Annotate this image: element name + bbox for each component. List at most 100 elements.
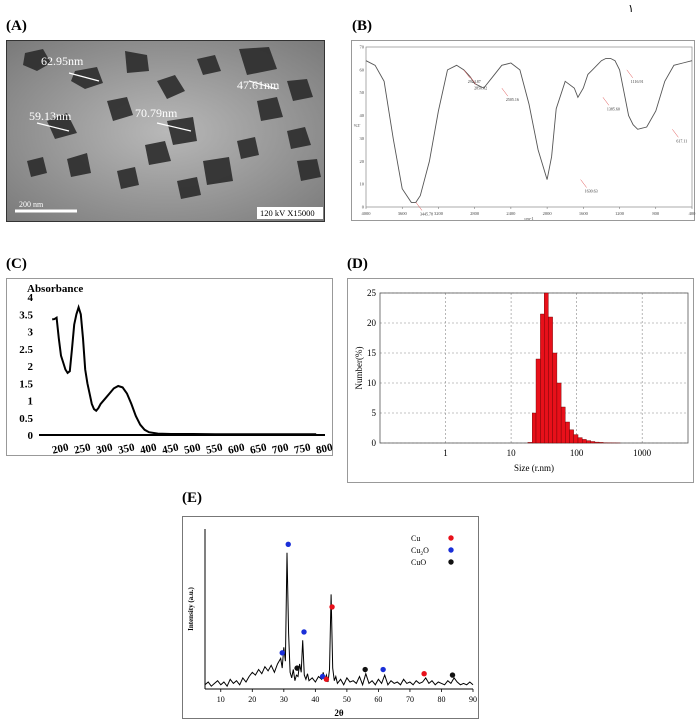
x-axis-label: cm-1 <box>524 216 533 221</box>
x-axis-label: Wave length (nm) <box>144 456 228 457</box>
x-tick-label: 500 <box>183 441 202 456</box>
y-tick-label: 5 <box>372 408 377 418</box>
peak-label: 617.11 <box>676 138 687 143</box>
x-tick-label: 200 <box>51 441 70 456</box>
peak-pointer <box>502 88 508 96</box>
phase-marker-cuo <box>362 667 367 672</box>
x-tick-label: 1000 <box>633 448 652 458</box>
dls-bar <box>595 442 599 443</box>
y-tick-label: 40 <box>360 113 365 118</box>
y-axis-label: Number(%) <box>354 347 364 390</box>
x-tick-label: 650 <box>249 441 268 456</box>
x-tick-label: 70 <box>406 695 414 704</box>
y-tick-label: 20 <box>360 159 365 164</box>
phase-marker-cu <box>421 671 426 676</box>
legend-marker <box>448 535 453 540</box>
xrd-series-line <box>205 553 473 687</box>
x-tick-label: 3600 <box>398 211 408 216</box>
legend-marker <box>448 547 453 552</box>
x-tick-label: 10 <box>507 448 516 458</box>
phase-marker-cu <box>324 677 329 682</box>
y-axis-label: Intensity (a.u.) <box>187 586 195 630</box>
tem-info-label: 120 kV X15000 <box>260 208 315 218</box>
panel-label-e: (E) <box>182 490 202 507</box>
y-tick-label: 2.5 <box>19 344 33 356</box>
y-tick-label: 10 <box>367 378 377 388</box>
phase-marker-cu2o <box>286 542 291 547</box>
peak-label: 2924.87 <box>468 79 481 84</box>
tem-size-label: 59.13nm <box>29 109 72 123</box>
peak-pointer <box>672 129 678 137</box>
scale-bar-label: 200 nm <box>19 200 44 209</box>
x-tick-label: 20 <box>248 695 256 704</box>
dls-bar <box>548 317 552 443</box>
x-tick-label: 50 <box>343 695 351 704</box>
y-tick-label: 0 <box>372 438 377 448</box>
y-tick-label: 3.5 <box>19 309 33 321</box>
dls-bar <box>586 441 590 443</box>
dls-bar <box>540 314 544 443</box>
dls-bar <box>570 430 574 443</box>
x-tick-label: 450 <box>161 441 180 456</box>
x-tick-label: 600 <box>227 441 246 456</box>
y-tick-label: 60 <box>360 67 365 72</box>
y-axis-label: %T <box>354 123 361 128</box>
y-tick-label: 0 <box>362 205 365 210</box>
y-tick-label: 15 <box>367 348 377 358</box>
x-axis-label: 2θ <box>334 708 344 718</box>
y-tick-label: 0 <box>28 430 34 442</box>
peak-label: 1630.63 <box>585 189 598 194</box>
x-tick-label: 250 <box>73 441 92 456</box>
panel-label-d: (D) <box>347 256 368 273</box>
peak-pointer <box>627 70 633 78</box>
phase-marker-cuo <box>294 665 299 670</box>
y-tick-label: 10 <box>360 182 365 187</box>
legend-label: CuO <box>411 558 426 567</box>
x-tick-label: 3200 <box>434 211 444 216</box>
peak-pointer <box>581 180 587 188</box>
x-tick-label: 80 <box>437 695 445 704</box>
x-tick-label: 550 <box>205 441 224 456</box>
panel-label-b: (B) <box>352 18 372 35</box>
legend-label: Cu <box>411 534 420 543</box>
x-tick-label: 800 <box>315 441 334 456</box>
uv-series-line <box>52 307 316 434</box>
peak-label: 1385.60 <box>607 106 620 111</box>
y-tick-label: 3 <box>28 327 34 339</box>
y-tick-label: 1 <box>28 396 34 408</box>
dls-bar <box>557 383 561 443</box>
dls-bar <box>528 442 532 443</box>
peak-label: 3445.78 <box>420 211 433 216</box>
x-tick-label: 300 <box>95 441 114 456</box>
corner-mark: ١ <box>628 2 634 15</box>
legend-label: Cu2O <box>411 546 429 557</box>
x-tick-label: 800 <box>652 211 660 216</box>
dls-bar <box>599 442 603 443</box>
dls-bar <box>561 407 565 443</box>
peak-label: 2505.16 <box>506 97 519 102</box>
x-tick-label: 40 <box>311 695 319 704</box>
dls-bar <box>565 422 569 443</box>
x-tick-label: 1200 <box>615 211 625 216</box>
x-tick-label: 10 <box>217 695 225 704</box>
y-tick-label: 20 <box>367 318 377 328</box>
tem-size-label: 70.79nm <box>135 106 178 120</box>
phase-marker-cuo <box>450 672 455 677</box>
peak-pointer <box>416 202 422 210</box>
x-tick-label: 60 <box>374 695 382 704</box>
dls-bar <box>532 413 536 443</box>
plot-frame <box>366 47 692 207</box>
x-tick-label: 1 <box>443 448 448 458</box>
y-tick-label: 50 <box>360 90 365 95</box>
tem-size-label: 62.95nm <box>41 54 84 68</box>
x-tick-label: 350 <box>117 441 136 456</box>
peak-label: 2850.82 <box>474 86 487 91</box>
x-tick-label: 1600 <box>579 211 589 216</box>
